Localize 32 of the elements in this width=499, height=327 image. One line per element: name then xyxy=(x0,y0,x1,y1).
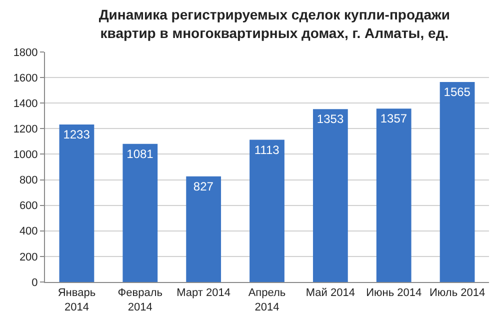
bar xyxy=(59,124,94,282)
bar xyxy=(250,140,284,282)
bar xyxy=(122,144,158,282)
y-tick-label: 600 xyxy=(19,200,38,212)
chart-title: Динамика регистрируемых сделок купли-продажи квартир в многоквартирных домах, г. Алматы, ед. xyxy=(98,6,450,41)
y-tick-label: 800 xyxy=(19,174,38,187)
y-tick-label: 0 xyxy=(32,276,38,289)
x-tick-label: Июль 2014 xyxy=(429,287,486,300)
data-label: 827 xyxy=(193,179,214,194)
y-tick-label: 200 xyxy=(19,251,38,264)
y-tick-label: 1000 xyxy=(13,149,38,162)
data-label: 1233 xyxy=(63,127,90,142)
bar xyxy=(312,109,348,282)
y-tick-label: 1800 xyxy=(13,46,38,59)
x-tick-label: Февраль 2014 xyxy=(118,287,163,314)
data-label: 1113 xyxy=(254,142,280,157)
y-tick-label: 1600 xyxy=(13,72,38,84)
data-label: 1357 xyxy=(380,112,408,126)
x-tick-label: Июнь 2014 xyxy=(366,287,422,300)
x-tick-label: Март 2014 xyxy=(176,287,230,300)
bar xyxy=(186,176,222,282)
data-label: 1081 xyxy=(126,146,154,161)
x-tick-label: Январь 2014 xyxy=(58,287,96,314)
y-tick-label: 1200 xyxy=(13,124,38,136)
data-label: 1565 xyxy=(444,85,471,100)
y-tick-label: 400 xyxy=(19,226,38,238)
bar xyxy=(440,82,475,282)
bar xyxy=(376,108,412,282)
data-label: 1353 xyxy=(316,112,344,126)
y-tick-label: 1400 xyxy=(13,98,38,110)
x-tick-label: Май 2014 xyxy=(306,287,355,300)
x-tick-label: Апрель 2014 xyxy=(248,287,286,314)
